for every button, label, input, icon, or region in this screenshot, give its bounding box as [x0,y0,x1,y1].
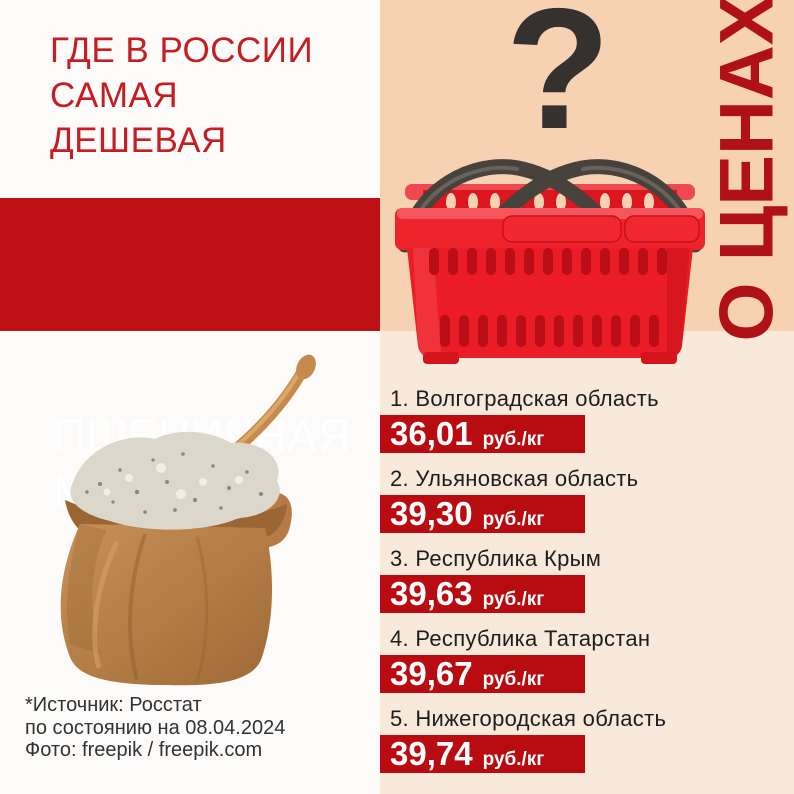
price-list-item-5: 5. Нижегородская область 39,74 руб./кг [380,706,794,773]
source-line-3: Фото: freepik / freepik.com [25,739,263,761]
price-value: 39,63 [390,575,473,612]
price-unit: руб./кг [482,589,545,610]
question-mark: ? [505,0,611,165]
price-list: 1. Волгоградская область 36,01 руб./кг 2… [380,386,794,786]
source-note: *Источник: Росстат по состоянию на 08.04… [25,694,285,762]
price-chip: 36,01 руб./кг [380,415,585,453]
region-label: 4. Республика Татарстан [390,626,651,651]
price-value: 39,74 [390,735,473,772]
price-chip: 39,74 руб./кг [380,735,585,773]
region-label: 5. Нижегородская область [390,706,667,731]
source-line-2: по состоянию на 08.04.2024 [25,716,286,739]
title-line-1: ГДЕ В РОССИИ [50,31,314,70]
price-list-item-2: 2. Ульяновская область 39,30 руб./кг [380,466,794,533]
price-chip: 39,67 руб./кг [380,655,585,693]
price-unit: руб./кг [482,669,545,690]
price-list-panel [380,331,794,794]
title-line-3: ДЕШЕВАЯ [50,121,227,160]
price-list-item-1: 1. Волгоградская область 36,01 руб./кг [380,386,794,453]
price-unit: руб./кг [482,749,545,770]
region-label: 3. Республика Крым [390,546,602,571]
price-value: 36,01 [390,415,473,452]
flour-bag-image [60,354,316,686]
red-banner: ПШЕНИЧНАЯ МУКА? [0,198,380,517]
source-line-1: *Источник: Росстат [25,694,202,716]
price-chip: 39,63 руб./кг [380,575,585,613]
region-label: 2. Ульяновская область [390,466,639,491]
shopping-basket-icon [395,159,705,364]
side-vertical-label: О ЦЕНАХ [704,0,790,342]
title-line-2: САМАЯ [50,76,179,115]
price-unit: руб./кг [482,509,545,530]
price-value: 39,30 [390,495,473,532]
price-list-item-3: 3. Республика Крым 39,63 руб./кг [380,546,794,613]
region-label: 1. Волгоградская область [390,386,659,411]
page-title: ГДЕ В РОССИИ САМАЯ ДЕШЕВАЯ [50,28,313,163]
price-unit: руб./кг [482,429,545,450]
price-chip: 39,30 руб./кг [380,495,585,533]
price-value: 39,67 [390,655,473,692]
price-list-item-4: 4. Республика Татарстан 39,67 руб./кг [380,626,794,693]
